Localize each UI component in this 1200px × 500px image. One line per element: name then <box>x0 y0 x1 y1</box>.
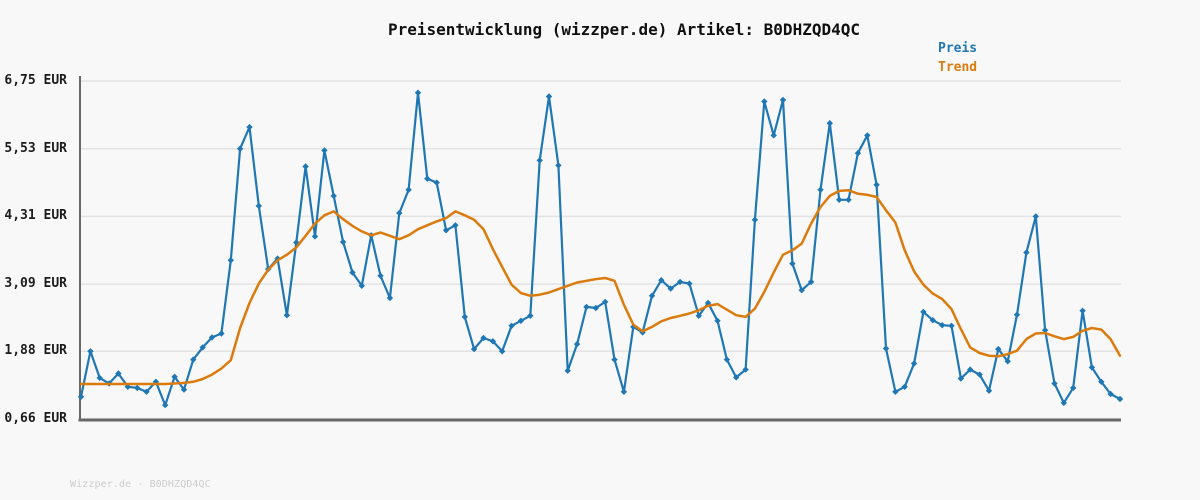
y-tick-label: 1,88 EUR <box>4 343 67 359</box>
y-tick-label: 5,53 EUR <box>4 140 67 156</box>
preis-line <box>79 91 1122 407</box>
legend-item-trend: Trend <box>938 60 978 75</box>
legend: Preis Trend <box>938 39 977 77</box>
preis-markers <box>77 89 1124 409</box>
y-tick-label: 0,66 EUR <box>4 411 67 426</box>
legend-item-preis: Preis <box>938 41 978 56</box>
trend-line <box>79 189 1122 386</box>
watermark-text: Wizzper.de - B0DHZQD4QC <box>70 479 211 490</box>
y-tick-label: 6,75 EUR <box>4 73 67 88</box>
y-axis-tick-labels: 6,75 EUR 5,53 EUR 4,31 EUR 3,09 EUR 1,88 EUR… <box>0 0 67 460</box>
y-tick-label: 4,31 EUR <box>4 208 67 224</box>
price-chart-canvas <box>77 76 1124 422</box>
chart-title: Preisentwicklung (wizzper.de) Artikel: B… <box>387 20 860 39</box>
y-tick-label: 3,09 EUR <box>4 276 67 292</box>
